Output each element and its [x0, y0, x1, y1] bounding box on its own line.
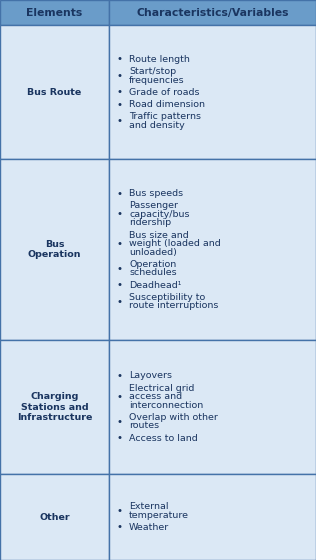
Text: Access to land: Access to land — [129, 433, 198, 443]
Bar — [109, 0, 316, 25]
Text: Grade of roads: Grade of roads — [129, 88, 199, 97]
Text: •: • — [116, 433, 122, 443]
Text: temperature: temperature — [129, 511, 189, 520]
Text: Bus Route: Bus Route — [27, 88, 82, 97]
Text: Start/stop: Start/stop — [129, 67, 176, 76]
Text: Other: Other — [39, 512, 70, 521]
Bar — [0, 340, 109, 474]
Text: •: • — [116, 371, 122, 381]
Text: Deadhead¹: Deadhead¹ — [129, 281, 181, 290]
Text: •: • — [116, 392, 122, 402]
Text: weight (loaded and: weight (loaded and — [129, 239, 221, 248]
Text: interconnection: interconnection — [129, 401, 203, 410]
Text: unloaded): unloaded) — [129, 248, 177, 256]
Text: •: • — [116, 100, 122, 110]
Text: •: • — [116, 417, 122, 427]
Text: Bus size and: Bus size and — [129, 231, 189, 240]
Bar — [0, 0, 109, 25]
Text: Layovers: Layovers — [129, 371, 172, 380]
Text: •: • — [116, 280, 122, 290]
Bar — [109, 159, 316, 340]
Text: Weather: Weather — [129, 523, 169, 532]
Text: access and: access and — [129, 392, 182, 401]
Text: •: • — [116, 54, 122, 64]
Text: Passenger: Passenger — [129, 202, 178, 211]
Text: route interruptions: route interruptions — [129, 301, 218, 310]
Text: Electrical grid: Electrical grid — [129, 384, 194, 393]
Text: •: • — [116, 506, 122, 516]
Text: •: • — [116, 116, 122, 126]
Bar — [0, 159, 109, 340]
Text: and density: and density — [129, 121, 185, 130]
Text: Traffic patterns: Traffic patterns — [129, 112, 201, 122]
Text: Operation: Operation — [129, 260, 176, 269]
Bar — [109, 474, 316, 560]
Bar — [0, 25, 109, 159]
Text: •: • — [116, 264, 122, 274]
Bar — [109, 25, 316, 159]
Text: •: • — [116, 189, 122, 199]
Text: Overlap with other: Overlap with other — [129, 413, 218, 422]
Text: Characteristics/Variables: Characteristics/Variables — [136, 8, 289, 18]
Text: ridership: ridership — [129, 218, 171, 227]
Bar — [109, 340, 316, 474]
Text: Bus speeds: Bus speeds — [129, 189, 183, 198]
Text: •: • — [116, 239, 122, 249]
Text: Road dimension: Road dimension — [129, 100, 205, 109]
Text: •: • — [116, 209, 122, 220]
Text: Susceptibility to: Susceptibility to — [129, 293, 205, 302]
Text: •: • — [116, 87, 122, 97]
Text: Elements: Elements — [26, 8, 83, 18]
Text: frequencies: frequencies — [129, 76, 185, 85]
Text: capacity/bus: capacity/bus — [129, 210, 190, 219]
Text: •: • — [116, 522, 122, 533]
Text: Charging
Stations and
Infrastructure: Charging Stations and Infrastructure — [17, 392, 92, 422]
Text: Bus
Operation: Bus Operation — [28, 240, 81, 259]
Text: schedules: schedules — [129, 268, 177, 277]
Text: •: • — [116, 71, 122, 81]
Text: External: External — [129, 502, 168, 511]
Text: Route length: Route length — [129, 55, 190, 64]
Bar — [0, 474, 109, 560]
Text: •: • — [116, 297, 122, 306]
Text: routes: routes — [129, 422, 159, 431]
